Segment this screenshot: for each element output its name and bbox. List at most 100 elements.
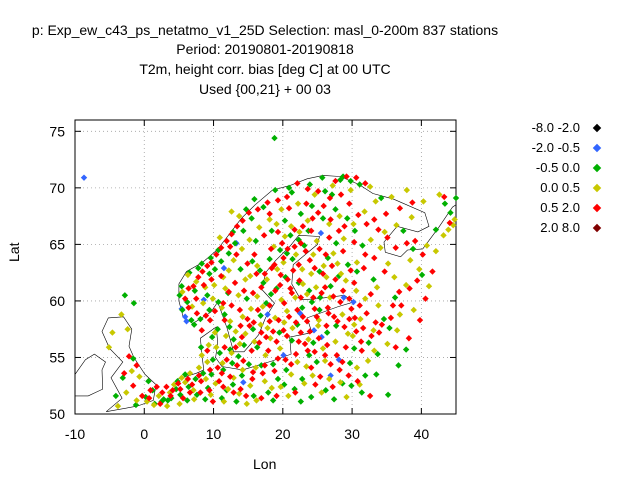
data-point	[246, 236, 253, 244]
data-point	[226, 323, 233, 331]
data-point	[246, 322, 253, 329]
data-point	[269, 328, 277, 335]
data-point	[441, 200, 449, 207]
data-point	[204, 347, 211, 354]
data-point	[414, 277, 421, 284]
data-point	[179, 306, 186, 314]
data-point	[432, 226, 440, 233]
data-point	[333, 352, 341, 359]
x-tick-label: 20	[275, 426, 291, 442]
data-point	[242, 392, 250, 400]
data-point	[422, 295, 429, 302]
data-point	[155, 392, 163, 400]
data-point	[284, 276, 291, 283]
data-point	[172, 385, 180, 393]
data-point	[343, 173, 350, 180]
y-tick-label: 75	[49, 123, 65, 139]
legend-diamond-icon	[592, 123, 602, 133]
data-point	[138, 392, 146, 400]
data-point	[253, 344, 261, 351]
data-point	[145, 378, 152, 385]
data-point	[226, 243, 234, 250]
data-point	[184, 271, 192, 279]
data-point	[222, 285, 229, 292]
data-point	[208, 333, 216, 341]
data-point	[297, 329, 305, 336]
data-point	[310, 251, 317, 258]
data-point	[183, 318, 190, 325]
legend-diamond-icon	[592, 163, 602, 173]
data-point	[256, 224, 263, 231]
data-point	[409, 199, 416, 206]
data-point	[323, 273, 330, 281]
data-point	[118, 311, 125, 318]
data-point	[418, 271, 426, 279]
data-point	[330, 313, 338, 320]
data-point	[332, 240, 340, 247]
data-point	[239, 217, 246, 224]
data-point	[276, 345, 284, 352]
data-point	[299, 223, 307, 230]
data-point	[303, 318, 311, 325]
data-point	[202, 375, 210, 383]
data-point	[308, 227, 315, 235]
data-point	[231, 279, 239, 287]
data-point	[353, 328, 360, 335]
legend-label: -2.0 -0.5	[531, 140, 580, 155]
data-point	[238, 245, 246, 253]
data-point	[223, 237, 230, 245]
data-point	[199, 370, 207, 377]
data-point	[170, 381, 178, 388]
data-point	[269, 397, 277, 404]
data-point	[226, 318, 234, 325]
data-point	[329, 182, 336, 189]
data-point	[329, 383, 336, 391]
data-point	[109, 329, 116, 336]
data-point	[343, 393, 350, 401]
data-point	[367, 236, 374, 244]
data-point	[327, 283, 334, 290]
data-point	[242, 330, 249, 337]
data-point	[230, 336, 237, 343]
data-point	[351, 227, 359, 235]
data-point	[213, 344, 220, 351]
data-point	[248, 347, 255, 354]
data-point	[356, 302, 363, 309]
data-point	[193, 295, 200, 302]
data-point	[237, 322, 244, 329]
data-point	[344, 330, 352, 337]
data-point	[190, 396, 198, 403]
data-point	[366, 183, 374, 190]
data-point	[336, 212, 343, 220]
data-point	[350, 345, 358, 352]
data-point	[185, 383, 192, 391]
data-point	[346, 359, 354, 367]
data-point	[362, 180, 369, 187]
data-point	[157, 400, 164, 408]
data-point	[247, 382, 254, 389]
data-point	[178, 283, 185, 290]
data-point	[236, 340, 244, 348]
data-point	[327, 361, 334, 368]
data-point	[324, 304, 332, 311]
data-point	[251, 338, 258, 345]
data-point	[205, 341, 212, 349]
data-point	[294, 358, 301, 366]
data-point	[285, 184, 293, 192]
data-point	[145, 394, 153, 402]
data-point	[225, 250, 232, 257]
data-point	[230, 257, 237, 264]
data-point	[370, 276, 377, 283]
data-point	[217, 258, 225, 265]
data-point	[297, 294, 305, 301]
data-point	[80, 174, 88, 181]
legend-label: -0.5 0.0	[535, 160, 580, 175]
data-point	[287, 361, 295, 368]
data-point	[436, 191, 443, 198]
data-point	[237, 385, 244, 393]
data-point	[221, 316, 228, 324]
data-point	[257, 321, 264, 328]
data-point	[294, 306, 301, 314]
data-point	[259, 303, 266, 310]
data-point	[217, 272, 225, 280]
